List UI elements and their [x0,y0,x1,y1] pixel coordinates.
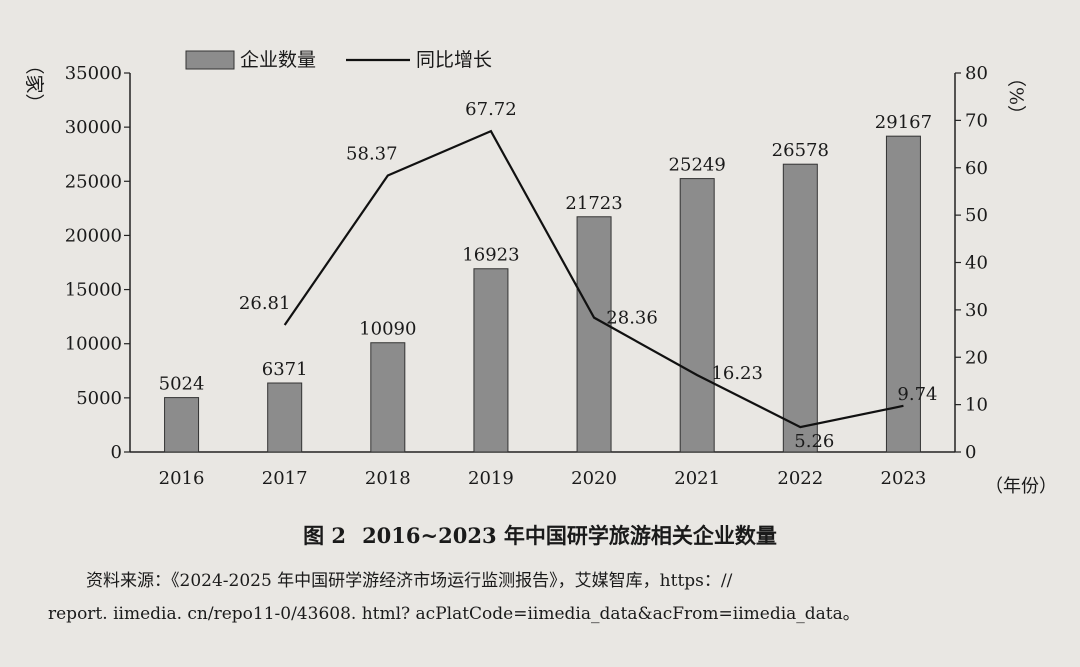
bar [885,135,921,453]
bar [576,216,612,453]
bar [679,178,715,453]
source-note: 资料来源：《2024-2025 年中国研学游经济市场运行监测报告》，艾媒智库，h… [48,565,1048,631]
left-tick-label: 10000 [65,334,122,355]
left-tick-label: 15000 [65,280,122,301]
bar-value-label: 10090 [359,319,416,340]
line-value-label: 28.36 [606,308,658,329]
bar-value-label: 16923 [462,245,519,266]
figure-title: 2016~2023 年中国研学旅游相关企业数量 [362,523,777,548]
left-tick-label: 30000 [65,117,122,138]
line-value-label: 58.37 [346,143,398,164]
bar-value-label: 21723 [565,193,622,214]
x-tick-label: 2021 [674,468,720,489]
x-tick-label: 2022 [777,468,823,489]
x-tick-label: 2018 [365,468,411,489]
right-tick-label: 10 [965,395,988,416]
left-tick-label: 20000 [65,225,122,246]
bar [164,397,200,453]
right-tick-label: 70 [965,110,988,131]
figure-caption: 图 2 2016~2023 年中国研学旅游相关企业数量 [0,520,1080,550]
bar-value-label: 29167 [875,112,932,133]
source-line-1: 资料来源：《2024-2025 年中国研学游经济市场运行监测报告》，艾媒智库，h… [86,571,733,591]
right-tick-label: 30 [965,300,988,321]
left-tick-label: 5000 [76,388,122,409]
line-value-label: 5.26 [794,431,834,452]
x-tick-label: 2019 [468,468,514,489]
line-value-label: 9.74 [897,384,937,405]
line-value-label: 67.72 [465,99,517,120]
left-axis-unit: （家） [23,55,45,112]
x-tick-label: 2016 [159,468,205,489]
legend-line-label: 同比增长 [416,49,492,71]
bar [370,342,406,453]
x-tick-label: 2023 [881,468,927,489]
right-tick-label: 40 [965,253,988,274]
bar [267,382,303,453]
x-tick-label: 2017 [262,468,308,489]
right-tick-label: 80 [965,63,988,84]
legend-bar-swatch [185,50,235,70]
legend-bar-label: 企业数量 [240,49,316,71]
bar-value-label: 5024 [159,374,205,395]
chart: 0 5000 10000 15000 20000 25000 30000 35000 0 10 20… [23,49,1057,497]
source-line-2: report. iimedia. cn/repo11-0/43608. html… [48,604,860,624]
left-tick-label: 35000 [65,63,122,84]
bar [782,163,818,453]
chart-svg: 0 5000 10000 15000 20000 25000 30000 35000 0 10 20… [23,49,1057,497]
bar-value-label: 25249 [669,155,726,176]
right-tick-label: 20 [965,347,988,368]
bar-value-label: 6371 [262,359,308,380]
right-tick-label: 0 [965,442,976,463]
x-axis-unit: （年份） [985,476,1057,497]
bar-value-label: 26578 [772,140,829,161]
line-value-label: 16.23 [711,363,763,384]
bar [473,268,509,453]
growth-line [283,129,904,429]
line-value-label: 26.81 [239,293,291,314]
right-tick-label: 60 [965,158,988,179]
figure-number: 图 2 [303,523,347,548]
right-tick-label: 50 [965,205,988,226]
right-axis-unit: （%） [1005,68,1027,124]
x-tick-label: 2020 [571,468,617,489]
left-tick-label: 25000 [65,171,122,192]
left-tick-label: 0 [111,442,122,463]
